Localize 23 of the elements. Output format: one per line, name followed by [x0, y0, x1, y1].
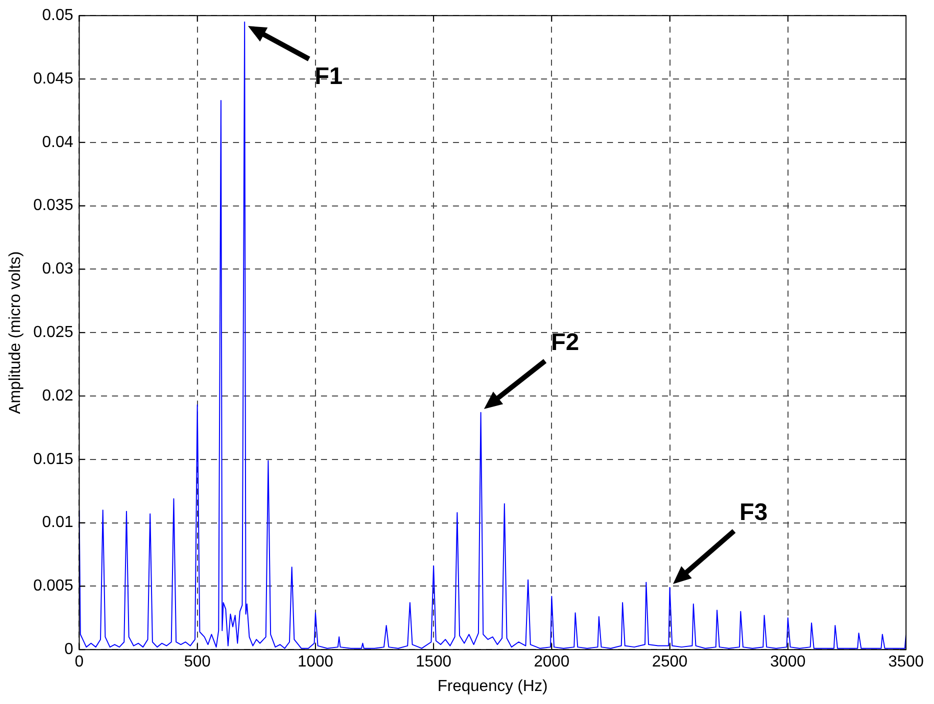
y-axis-title: Amplitude (micro volts) [7, 251, 24, 414]
x-tick-label: 1500 [416, 654, 452, 671]
x-tick-label: 2500 [652, 654, 688, 671]
y-tick-label: 0.04 [42, 134, 74, 151]
y-tick-label: 0 [64, 641, 74, 658]
x-tick-label: 1000 [298, 654, 334, 671]
x-tick-label: 3000 [770, 654, 806, 671]
y-tick-label: 0.03 [42, 260, 74, 278]
annotation: F3 [740, 499, 768, 528]
y-tick-label: 0.045 [33, 70, 74, 88]
y-tick-label: 0.01 [42, 514, 74, 532]
annotation: F1 [314, 62, 343, 91]
x-axis-title: Frequency (Hz) [437, 678, 548, 695]
x-tick-label: 2000 [534, 654, 570, 671]
y-tick-label: 0.005 [33, 578, 74, 595]
y-tick-label: 0.035 [33, 197, 74, 214]
annotation: F2 [551, 329, 580, 358]
x-tick-label: 3500 [888, 654, 924, 671]
y-tick-label: 0.02 [42, 387, 74, 404]
x-tick-label: 500 [184, 654, 211, 671]
y-tick-label: 0.025 [33, 324, 74, 342]
y-tick-label: 0.015 [33, 450, 74, 468]
y-tick-label: 0.05 [42, 7, 74, 24]
